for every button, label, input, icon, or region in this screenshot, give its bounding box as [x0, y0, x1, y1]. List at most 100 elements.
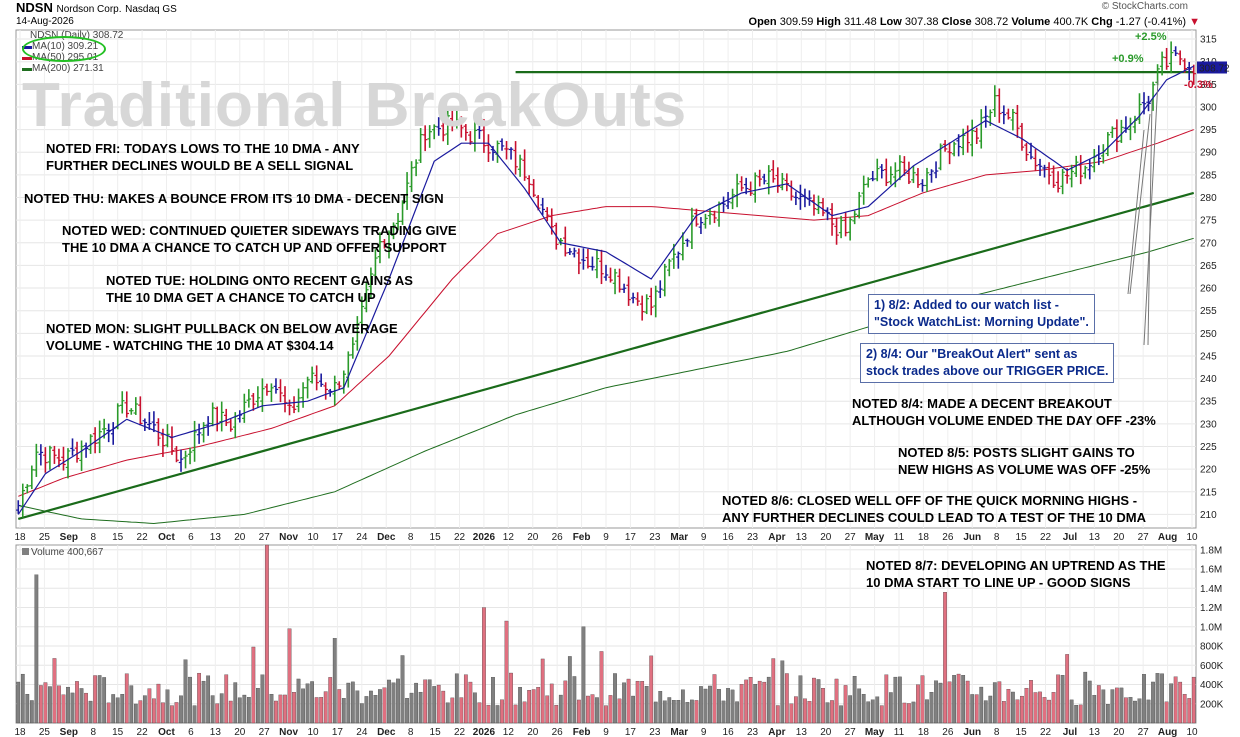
volume-bar	[622, 682, 626, 724]
ohlc-bar	[119, 391, 125, 414]
volume-bar	[93, 675, 97, 724]
volume-bar	[834, 678, 839, 724]
volume-bar	[414, 682, 418, 724]
ohlc-bar	[481, 119, 487, 153]
volume-bar	[341, 698, 346, 724]
volume-bar	[943, 591, 947, 724]
x-tick-label: 18	[918, 727, 930, 737]
volume-bar	[504, 620, 509, 724]
volume-value: 400.7K	[1053, 16, 1089, 28]
ohlc-bar	[856, 191, 862, 219]
volume-bar	[843, 685, 848, 724]
x-tick-label: 8	[90, 532, 96, 543]
ohlc-bar	[246, 389, 252, 408]
volume-bar	[685, 702, 690, 724]
volume-bar	[748, 677, 753, 724]
volume-bar	[694, 700, 699, 724]
note-8-4: NOTED 8/4: MADE A DECENT BREAKOUT ALTHOU…	[852, 396, 1156, 428]
volume-bar	[61, 694, 66, 724]
x-tick-label: 8	[408, 532, 414, 543]
x-tick-label: Jul	[1063, 727, 1078, 737]
volume-bar	[690, 699, 694, 724]
ohlc-bar	[391, 222, 396, 240]
volume-bar	[79, 688, 84, 724]
volume-bar	[586, 695, 590, 724]
volume-bar	[509, 672, 513, 724]
volume-bar	[1006, 689, 1011, 724]
volume-tick-label: 1.8M	[1200, 545, 1222, 556]
volume-bar	[206, 675, 211, 724]
ohlc-bar	[703, 213, 708, 229]
ohlc-bar	[612, 268, 618, 295]
ohlc-bar	[599, 249, 604, 285]
x-tick-label: 20	[820, 727, 832, 737]
ohlc-bar	[97, 420, 102, 454]
close-label: Close	[941, 16, 972, 28]
volume-tick-label: 1.6M	[1200, 565, 1222, 576]
note-thu: NOTED THU: MAKES A BOUNCE FROM ITS 10 DM…	[24, 191, 444, 206]
volume-tick-label: 1.4M	[1200, 584, 1222, 595]
ohlc-bar	[291, 396, 297, 414]
volume-bar	[359, 703, 364, 724]
x-tick-label: 17	[625, 727, 637, 737]
x-tick-label: 27	[259, 532, 271, 543]
ohlc-bar	[522, 149, 527, 181]
volume-bar	[129, 685, 134, 724]
x-tick-label: 23	[649, 532, 661, 543]
volume-bar	[794, 696, 798, 724]
ohlc-bar	[757, 169, 762, 187]
volume-bar	[25, 693, 30, 724]
ohlc-bar	[25, 484, 30, 494]
ohlc-bar	[838, 215, 844, 239]
x-tick-label: 27	[1138, 532, 1150, 543]
note-wed: NOTED WED: CONTINUED QUIETER SIDEWAYS TR…	[62, 223, 457, 255]
price-tick-label: 275	[1200, 216, 1217, 227]
legend-volume: Volume 400,667	[22, 547, 103, 558]
low-label: Low	[879, 16, 902, 28]
volume-bar	[242, 694, 247, 724]
volume-bar	[540, 658, 545, 724]
ohlc-bar	[1110, 126, 1115, 138]
volume-bar	[861, 694, 866, 724]
ohlc-bar	[323, 382, 328, 400]
ohlc-bar	[648, 287, 654, 316]
ohlc-bar	[1055, 171, 1061, 193]
volume-bar	[875, 696, 880, 724]
ohlc-bar	[300, 382, 306, 408]
x-tick-label: 9	[701, 532, 707, 543]
price-tick-label: 270	[1200, 238, 1217, 249]
callout-watchlist: 1) 8/2: Added to our watch list - "Stock…	[868, 294, 1095, 334]
ohlc-bar	[52, 445, 57, 464]
ohlc-bar	[630, 292, 636, 304]
callout-pointer	[1129, 113, 1151, 295]
volume-bar	[84, 692, 88, 724]
x-tick-label: Nov	[279, 532, 298, 543]
ohlc-bar	[544, 207, 550, 222]
volume-bar	[142, 695, 147, 724]
x-tick-label: Oct	[158, 727, 175, 737]
ohlc-bar	[780, 172, 785, 191]
ohlc-bar	[680, 232, 686, 261]
volume-bar	[671, 700, 676, 724]
ohlc-bar	[572, 247, 577, 258]
volume-bar	[907, 703, 911, 724]
volume-bar	[608, 695, 613, 724]
volume-bar	[1128, 697, 1133, 724]
ohlc-bar	[16, 500, 21, 514]
volume-bar	[364, 696, 369, 724]
x-tick-label: 22	[1040, 727, 1052, 737]
volume-bar	[911, 701, 916, 724]
volume-bar	[179, 695, 183, 724]
volume-bar	[237, 697, 242, 724]
x-tick-label: 20	[234, 532, 246, 543]
volume-bar	[563, 680, 568, 724]
volume-bar	[382, 687, 387, 724]
price-tick-label: 255	[1200, 306, 1217, 317]
ohlc-bar	[463, 124, 469, 141]
ohlc-bar	[563, 226, 568, 257]
ohlc-bar	[486, 134, 491, 163]
ohlc-bar	[951, 141, 957, 157]
ohlc-bar	[978, 109, 984, 149]
low-value: 307.38	[904, 16, 939, 28]
ohlc-bar	[382, 239, 387, 249]
